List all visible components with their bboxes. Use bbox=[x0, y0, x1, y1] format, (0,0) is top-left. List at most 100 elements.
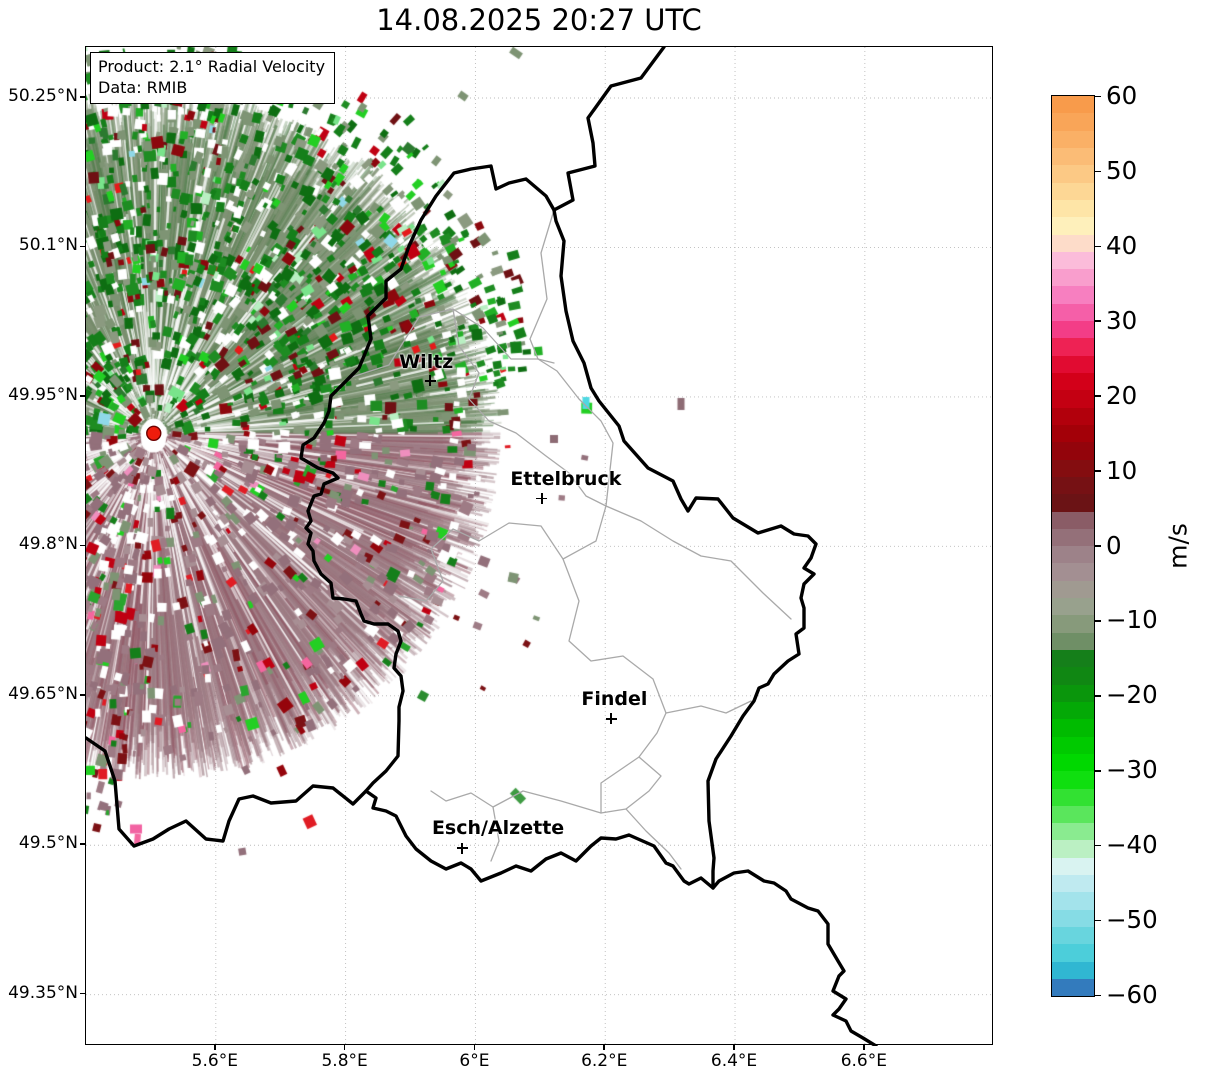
colorbar-band bbox=[1052, 251, 1094, 270]
x-axis-tick-label: 6°E bbox=[459, 1051, 490, 1071]
canton-border-path bbox=[665, 700, 752, 714]
colorbar-tick-label: −30 bbox=[1106, 755, 1158, 785]
colorbar-band bbox=[1052, 771, 1094, 789]
city-label: Esch/Alzette bbox=[431, 817, 565, 840]
country-border-path bbox=[711, 869, 878, 1046]
colorbar-tick-label: 20 bbox=[1106, 380, 1138, 410]
canton-border-path bbox=[452, 308, 607, 507]
canton-border-path bbox=[537, 358, 614, 507]
borders-layer bbox=[86, 47, 878, 1046]
axis-tick-mark bbox=[80, 693, 85, 696]
colorbar-band bbox=[1052, 113, 1094, 131]
city-marker-bar bbox=[541, 493, 543, 505]
y-axis-tick-label: 50.1°N bbox=[18, 235, 78, 256]
colorbar-tick-mark bbox=[1095, 620, 1101, 622]
colorbar-band bbox=[1052, 286, 1094, 304]
radar-field-canvas bbox=[86, 47, 994, 1046]
colorbar-band bbox=[1052, 753, 1094, 772]
colorbar-tick-mark bbox=[1095, 769, 1101, 772]
colorbar-band bbox=[1052, 615, 1094, 633]
y-axis-tick-label: 49.95°N bbox=[8, 384, 78, 405]
x-axis-tick-label: 5.6°E bbox=[191, 1051, 238, 1071]
city-marker-icon bbox=[605, 713, 617, 725]
colorbar-band bbox=[1052, 701, 1094, 720]
country-border-path bbox=[86, 736, 368, 848]
colorbar-band bbox=[1052, 978, 1094, 997]
colorbar-band bbox=[1052, 563, 1094, 581]
colorbar-band bbox=[1052, 234, 1094, 252]
city-marker-bar bbox=[429, 375, 432, 387]
map-panel: Product: 2.1° Radial Velocity Data: RMIB bbox=[85, 46, 994, 1046]
y-axis-tick-label: 49.35°N bbox=[8, 982, 78, 1003]
product-info-box: Product: 2.1° Radial Velocity Data: RMIB bbox=[90, 52, 336, 104]
axis-tick-mark bbox=[343, 1045, 346, 1050]
country-border-path bbox=[552, 47, 666, 212]
colorbar-band bbox=[1052, 840, 1094, 858]
colorbar-band bbox=[1052, 546, 1094, 564]
colorbar bbox=[1051, 95, 1095, 997]
axis-tick-mark bbox=[863, 1045, 865, 1050]
axis-tick-mark bbox=[80, 843, 85, 846]
colorbar-band bbox=[1052, 130, 1094, 148]
colorbar-band bbox=[1052, 892, 1094, 910]
colorbar-band bbox=[1052, 269, 1094, 287]
colorbar-band bbox=[1052, 165, 1094, 183]
axis-tick-mark bbox=[473, 1045, 476, 1050]
colorbar-band bbox=[1052, 147, 1094, 166]
canton-border-path bbox=[490, 806, 500, 862]
x-axis-tick-label: 6.4°E bbox=[710, 1051, 758, 1071]
colorbar-band bbox=[1052, 909, 1094, 927]
x-axis-tick-label: 5.8°E bbox=[321, 1051, 368, 1071]
radar-site-dot bbox=[146, 425, 162, 441]
city-marker-icon bbox=[536, 493, 548, 505]
axis-tick-mark bbox=[80, 395, 85, 397]
colorbar-band bbox=[1052, 442, 1094, 460]
colorbar-band bbox=[1052, 217, 1094, 235]
colorbar-band bbox=[1052, 684, 1094, 702]
y-axis-tick-label: 50.25°N bbox=[8, 86, 78, 106]
colorbar-band bbox=[1052, 338, 1094, 356]
colorbar-tick-mark bbox=[1095, 919, 1101, 922]
colorbar-band bbox=[1052, 875, 1094, 893]
colorbar-band bbox=[1052, 182, 1094, 200]
colorbar-tick-mark bbox=[1095, 994, 1101, 997]
colorbar-band bbox=[1052, 528, 1094, 547]
figure-title: 14.08.2025 20:27 UTC bbox=[376, 3, 702, 37]
axis-tick-mark bbox=[80, 992, 85, 995]
colorbar-tick-label: −10 bbox=[1106, 605, 1158, 635]
colorbar-band bbox=[1052, 650, 1094, 668]
colorbar-band bbox=[1052, 459, 1094, 477]
city-marker-icon bbox=[456, 842, 468, 854]
colorbar-tick-label: −50 bbox=[1106, 905, 1158, 934]
axis-tick-mark bbox=[603, 1045, 606, 1050]
colorbar-tick-mark bbox=[1095, 694, 1101, 697]
colorbar-band bbox=[1052, 857, 1094, 876]
colorbar-tick-mark bbox=[1095, 170, 1101, 173]
colorbar-band bbox=[1052, 580, 1094, 599]
colorbar-tick-label: 0 bbox=[1106, 530, 1122, 560]
colorbar-tick-label: −20 bbox=[1106, 680, 1158, 710]
colorbar-unit-label: m/s bbox=[1163, 523, 1193, 569]
colorbar-tick-label: −60 bbox=[1106, 979, 1158, 1009]
colorbar-band bbox=[1052, 736, 1094, 754]
axis-tick-mark bbox=[733, 1045, 735, 1050]
canton-border-path bbox=[529, 209, 555, 364]
axis-tick-mark bbox=[214, 1045, 216, 1050]
city-marker-bar bbox=[461, 842, 463, 854]
colorbar-tick-mark bbox=[1095, 545, 1101, 547]
colorbar-tick-mark bbox=[1095, 844, 1101, 847]
colorbar-band bbox=[1052, 961, 1094, 979]
colorbar-band bbox=[1052, 407, 1094, 425]
colorbar-band bbox=[1052, 667, 1094, 685]
colorbar-tick-label: 60 bbox=[1106, 81, 1138, 111]
axis-tick-mark bbox=[80, 245, 85, 248]
colorbar-band bbox=[1052, 823, 1094, 841]
x-axis-tick-label: 6.6°E bbox=[840, 1051, 887, 1071]
colorbar-band bbox=[1052, 96, 1094, 114]
axis-tick-mark bbox=[80, 544, 85, 547]
city-marker-icon bbox=[424, 375, 436, 387]
product-line: Product: 2.1° Radial Velocity bbox=[98, 57, 326, 76]
colorbar-band bbox=[1052, 511, 1094, 529]
city-label: Wiltz bbox=[399, 350, 454, 373]
